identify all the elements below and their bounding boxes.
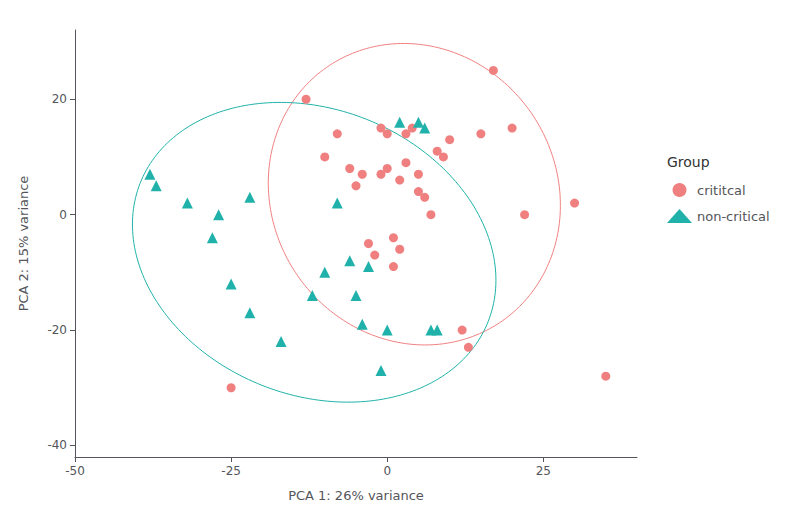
- svg-text:20: 20: [52, 92, 67, 106]
- svg-text:-50: -50: [65, 464, 85, 478]
- svg-text:PCA 1: 26% variance: PCA 1: 26% variance: [288, 488, 424, 503]
- svg-text:Group: Group: [667, 154, 710, 170]
- svg-text:non-critical: non-critical: [697, 209, 770, 224]
- svg-text:0: 0: [383, 464, 391, 478]
- svg-text:25: 25: [536, 464, 551, 478]
- svg-text:crititcal: crititcal: [697, 183, 746, 198]
- svg-text:-25: -25: [221, 464, 241, 478]
- svg-text:PCA 2: 15% variance: PCA 2: 15% variance: [16, 176, 31, 312]
- svg-text:-20: -20: [47, 323, 67, 337]
- svg-text:0: 0: [59, 208, 67, 222]
- svg-text:-40: -40: [47, 438, 67, 452]
